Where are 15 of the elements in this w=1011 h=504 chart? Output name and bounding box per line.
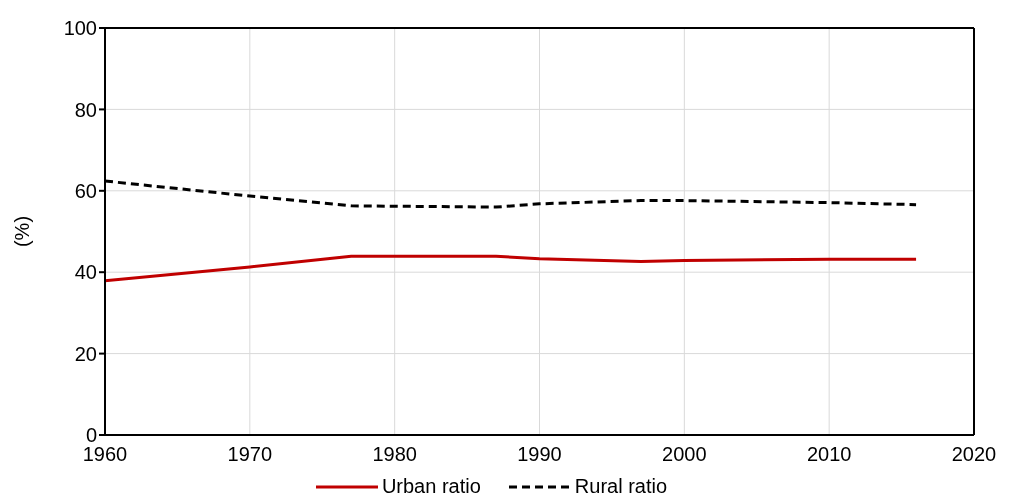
x-tick-label: 1970 [227, 443, 273, 466]
y-tick-label: 80 [74, 98, 97, 121]
legend-label: Urban ratio [381, 475, 481, 498]
y-tick-label: 40 [74, 261, 97, 284]
legend-label: Rural ratio [574, 475, 668, 498]
x-tick-label: 2010 [806, 443, 852, 466]
x-tick-label: 1980 [372, 443, 417, 466]
y-tick-label: 20 [74, 342, 97, 365]
y-axis-title: (%) [11, 215, 34, 248]
y-tick-label: 100 [63, 17, 97, 40]
x-tick-label: 2000 [662, 443, 707, 466]
line-series [105, 254, 918, 283]
x-tick-label: 2020 [951, 443, 997, 466]
y-tick-label: 60 [74, 179, 97, 202]
x-tick-label: 1990 [517, 443, 562, 466]
